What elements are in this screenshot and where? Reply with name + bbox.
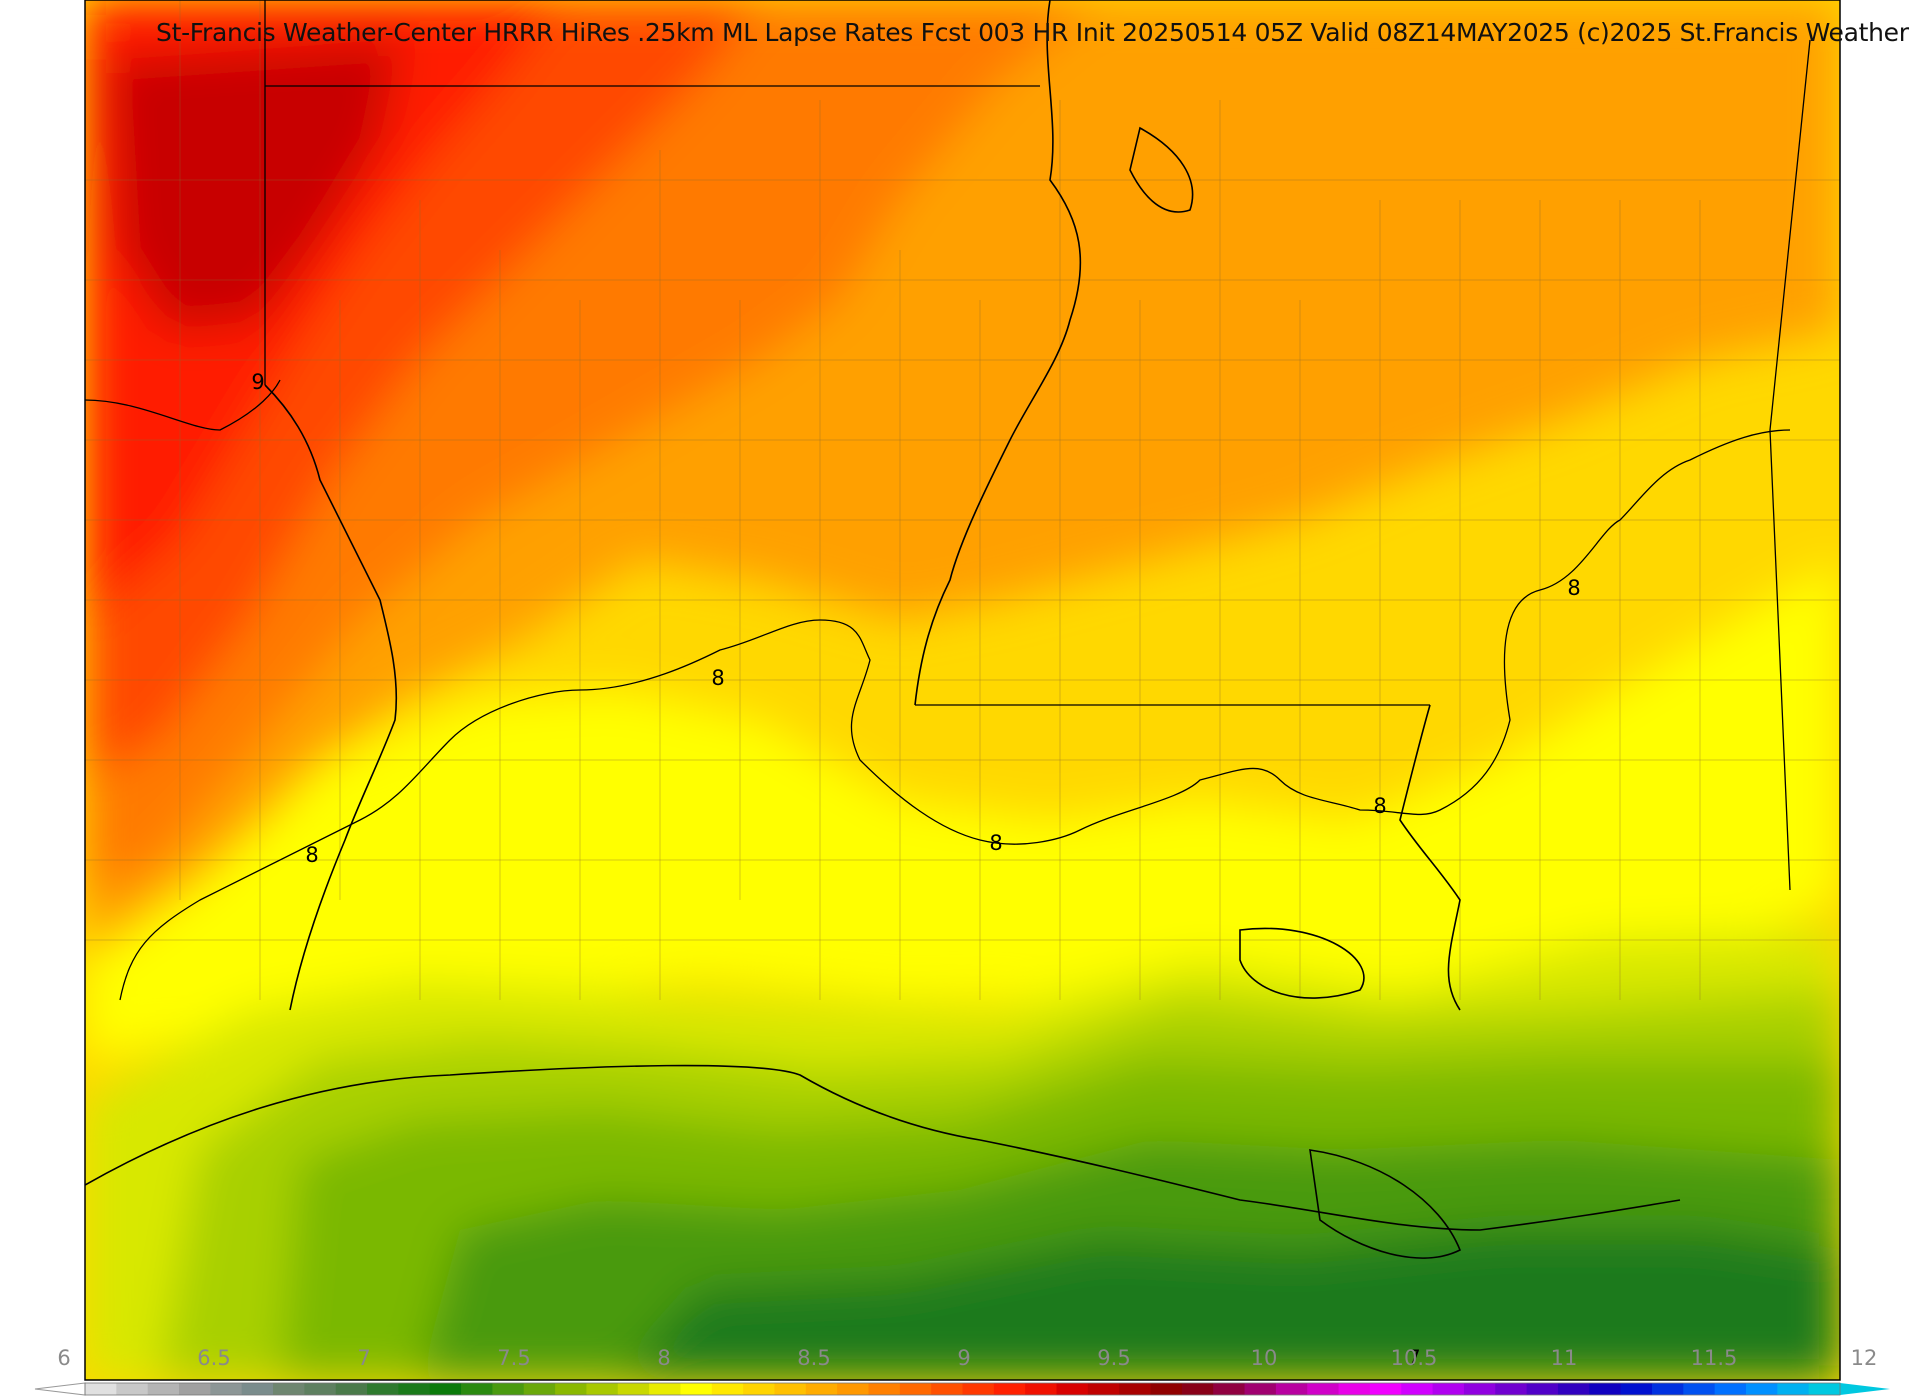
colorbar-segment	[617, 1383, 650, 1395]
colorbar-segment	[993, 1383, 1026, 1395]
colorbar-segment	[868, 1383, 901, 1395]
colorbar-segment	[1432, 1383, 1465, 1395]
colorbar-segment	[147, 1383, 180, 1395]
contour-label-8: 8	[989, 831, 1003, 855]
colorbar-tick-label: 6.5	[197, 1346, 231, 1370]
field-green-dark	[620, 1230, 1840, 1380]
colorbar-segment	[931, 1383, 964, 1395]
field-yellow	[85, 560, 1840, 1060]
colorbar-segment	[429, 1383, 462, 1395]
colorbar-segment	[1369, 1383, 1402, 1395]
colorbar-segment	[1275, 1383, 1308, 1395]
colorbar-segment	[899, 1383, 932, 1395]
colorbar-tick-label: 8.5	[797, 1346, 831, 1370]
colorbar-segment	[1087, 1383, 1120, 1395]
contour-label-8: 8	[711, 666, 725, 690]
colorbar-segment	[367, 1383, 399, 1395]
contour-lines	[85, 379, 1791, 1001]
colorbar-segment	[1557, 1383, 1590, 1395]
state-borders	[264, 0, 1811, 891]
colorbar-segment	[1056, 1383, 1089, 1395]
colorbar-segment	[1808, 1383, 1841, 1395]
colorbar-right-arrow	[1840, 1383, 1890, 1395]
colorbar-tick-label: 7.5	[497, 1346, 531, 1370]
colorbar-segment	[1620, 1383, 1653, 1395]
colorbar-left-arrow	[34, 1382, 86, 1396]
colorbar-segment	[273, 1383, 305, 1395]
colorbar	[34, 1382, 1890, 1396]
contour-label-7: 7	[1407, 1346, 1421, 1370]
county-borders	[85, 0, 1840, 1000]
field-layer	[85, 0, 1840, 1380]
colorbar-tick-label: 10.5	[1390, 1346, 1438, 1370]
colorbar-segment	[1463, 1383, 1496, 1395]
colorbar-segment	[1244, 1383, 1277, 1395]
colorbar-segment	[586, 1383, 619, 1395]
colorbar-tick-label: 11.5	[1690, 1346, 1738, 1370]
colorbar-segment	[680, 1383, 713, 1395]
colorbar-segment	[1401, 1383, 1434, 1395]
colorbar-segment	[1495, 1383, 1528, 1395]
colorbar-tick-label: 12	[1850, 1346, 1878, 1370]
colorbar-segment	[492, 1383, 525, 1395]
colorbar-tick-label: 8	[657, 1346, 671, 1370]
contour-label-8: 8	[1567, 576, 1581, 600]
colorbar-segment	[1651, 1383, 1684, 1395]
colorbar-segment	[962, 1383, 995, 1395]
colorbar-segment	[743, 1383, 776, 1395]
colorbar-segment	[116, 1383, 149, 1395]
colorbar-segment	[774, 1383, 807, 1395]
colorbar-segment	[210, 1383, 243, 1395]
colorbar-tick-label: 9	[957, 1346, 971, 1370]
colorbar-segment	[398, 1383, 431, 1395]
colorbar-segment	[805, 1383, 838, 1395]
field-dark-red	[110, 40, 400, 330]
contour-label-9: 9	[251, 370, 265, 394]
colorbar-segment	[1150, 1383, 1183, 1395]
colorbar-tick-label: 10	[1250, 1346, 1278, 1370]
map-title: St-Francis Weather-Center HRRR HiRes .25…	[156, 18, 1909, 47]
colorbar-segment	[1119, 1383, 1152, 1395]
colorbar-tick-label: 9.5	[1097, 1346, 1131, 1370]
colorbar-segment	[1213, 1383, 1246, 1395]
colorbar-segment	[241, 1383, 274, 1395]
colorbar-segment	[85, 1383, 117, 1395]
colorbar-segment	[711, 1383, 744, 1395]
colorbar-outline	[84, 1382, 1841, 1396]
colorbar-segment	[555, 1383, 588, 1395]
colorbar-segment	[1338, 1383, 1371, 1395]
colorbar-segment	[335, 1383, 368, 1395]
contour-label-8: 8	[305, 843, 319, 867]
contour-label-8: 8	[1373, 794, 1387, 818]
colorbar-segment	[837, 1383, 870, 1395]
colorbar-tick-label: 7	[357, 1346, 371, 1370]
colorbar-segment	[1745, 1383, 1778, 1395]
colorbar-segment	[461, 1383, 494, 1395]
colorbar-segment	[1025, 1383, 1058, 1395]
colorbar-segment	[1307, 1383, 1340, 1395]
colorbar-segment	[523, 1383, 556, 1395]
rivers-coast	[85, 0, 1681, 1259]
colorbar-segment	[1777, 1383, 1810, 1395]
colorbar-segment	[1181, 1383, 1214, 1395]
colorbar-tick-label: 11	[1550, 1346, 1578, 1370]
colorbar-segment	[304, 1383, 337, 1395]
colorbar-segment	[1589, 1383, 1622, 1395]
colorbar-segment	[179, 1383, 211, 1395]
field-orange-east	[1420, 90, 1800, 340]
colorbar-segment	[1683, 1383, 1716, 1395]
map-border	[84, 0, 1841, 1381]
colorbar-segment	[649, 1383, 682, 1395]
colorbar-tick-label: 6	[57, 1346, 71, 1370]
colorbar-segment	[1526, 1383, 1559, 1395]
colorbar-segment	[1714, 1383, 1747, 1395]
